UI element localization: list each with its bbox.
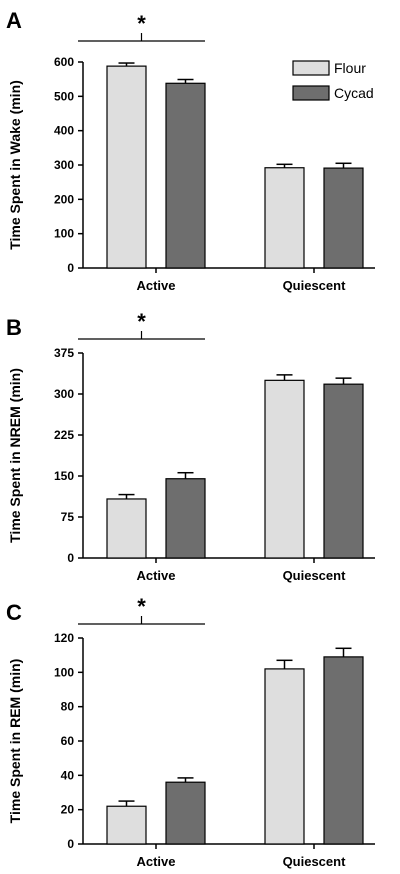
bar (165, 82, 206, 269)
legend-label: Cycad (334, 85, 374, 101)
y-tick-label: 0 (67, 837, 74, 851)
panel-letter: B (6, 315, 22, 340)
y-tick-label: 600 (54, 55, 74, 69)
significance-star: * (137, 309, 146, 334)
y-axis-label: Time Spent in Wake (min) (7, 80, 23, 250)
y-tick-label: 60 (61, 734, 75, 748)
y-tick-label: 225 (54, 428, 74, 442)
x-category-label: Active (136, 278, 175, 293)
bar (264, 379, 305, 559)
y-tick-label: 100 (54, 665, 74, 679)
panel-letter: C (6, 600, 22, 625)
y-tick-label: 40 (61, 768, 75, 782)
bar (264, 167, 305, 269)
y-tick-label: 400 (54, 124, 74, 138)
bar (165, 478, 206, 559)
legend-swatch (292, 60, 330, 76)
bar (323, 656, 364, 845)
bar (106, 805, 147, 845)
x-category-label: Active (136, 854, 175, 869)
bar (323, 383, 364, 559)
y-tick-label: 375 (54, 346, 74, 360)
y-tick-label: 300 (54, 158, 74, 172)
y-axis-label: Time Spent in NREM (min) (7, 368, 23, 543)
y-tick-label: 80 (61, 700, 75, 714)
legend-swatch (292, 85, 330, 101)
y-tick-label: 300 (54, 387, 74, 401)
y-tick-label: 75 (61, 510, 75, 524)
bar (106, 498, 147, 559)
y-tick-label: 500 (54, 89, 74, 103)
y-tick-label: 150 (54, 469, 74, 483)
y-tick-label: 20 (61, 803, 75, 817)
bar (106, 65, 147, 269)
x-category-label: Quiescent (283, 568, 347, 583)
y-tick-label: 120 (54, 631, 74, 645)
legend-label: Flour (334, 60, 366, 76)
x-category-label: Quiescent (283, 854, 347, 869)
y-tick-label: 200 (54, 192, 74, 206)
y-tick-label: 0 (67, 551, 74, 565)
significance-star: * (137, 11, 146, 36)
bar (264, 668, 305, 845)
y-tick-label: 100 (54, 227, 74, 241)
y-axis-label: Time Spent in REM (min) (7, 659, 23, 824)
x-category-label: Active (136, 568, 175, 583)
panel-letter: A (6, 8, 22, 33)
significance-star: * (137, 594, 146, 619)
y-tick-label: 0 (67, 261, 74, 275)
bar (323, 167, 364, 269)
bar (165, 781, 206, 845)
x-category-label: Quiescent (283, 278, 347, 293)
